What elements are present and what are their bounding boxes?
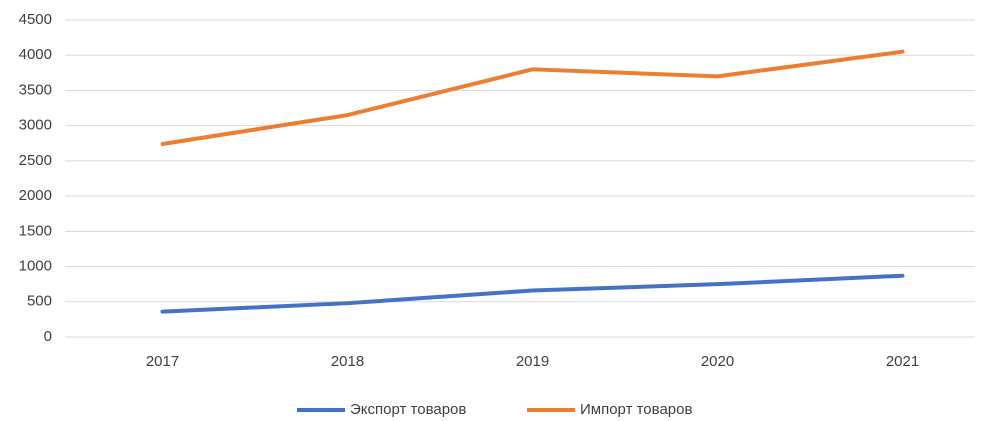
- x-tick-label: 2020: [701, 353, 734, 370]
- y-tick-label: 4000: [19, 46, 52, 63]
- y-tick-label: 1000: [19, 258, 52, 275]
- y-tick-label: 2500: [19, 152, 52, 169]
- y-tick-label: 500: [27, 293, 52, 310]
- x-tick-label: 2017: [146, 353, 179, 370]
- y-tick-label: 3500: [19, 81, 52, 98]
- y-tick-label: 3000: [19, 117, 52, 134]
- series-line: [160, 273, 905, 314]
- y-tick-label: 4500: [19, 11, 52, 28]
- y-tick-label: 1500: [19, 222, 52, 239]
- series-line: [160, 49, 905, 146]
- y-tick-label: 2000: [19, 187, 52, 204]
- x-tick-label: 2021: [886, 353, 919, 370]
- y-tick-label: 0: [44, 328, 52, 345]
- legend-label: Импорт товаров: [580, 401, 692, 418]
- x-tick-label: 2018: [331, 353, 364, 370]
- x-tick-label: 2019: [516, 353, 549, 370]
- legend-label: Экспорт товаров: [350, 401, 466, 418]
